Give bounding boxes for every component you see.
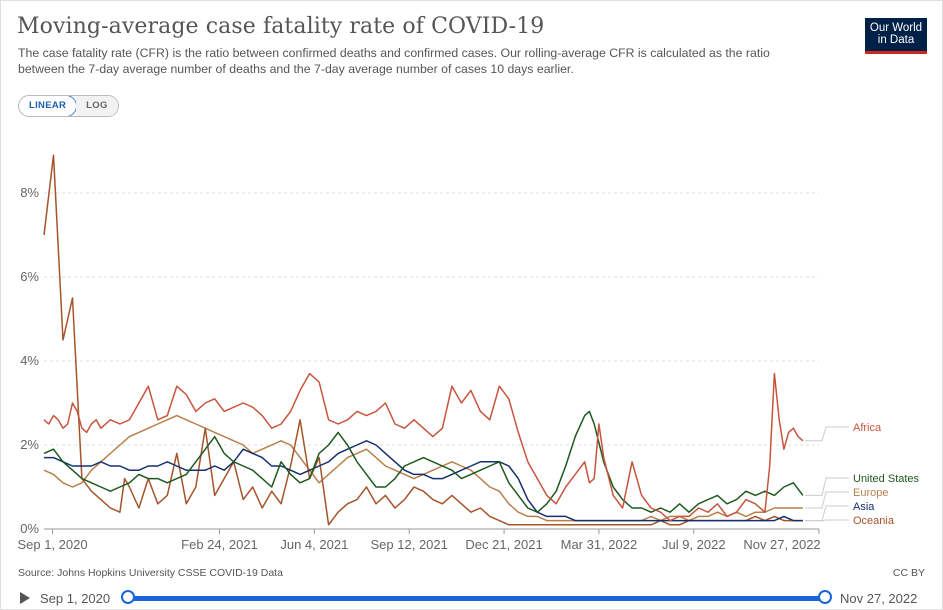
timeline-start-handle[interactable] — [121, 590, 135, 604]
y-tick-label: 0% — [20, 521, 39, 536]
label-connector — [804, 491, 849, 509]
y-tick-label: 8% — [20, 185, 39, 200]
timeline-end-label: Nov 27, 2022 — [840, 591, 918, 606]
line-chart: 0% 2% 4% 6% 8% Sep 1, 2020 Feb 24, 2021 Jun 4,… — [17, 154, 920, 552]
owid-logo[interactable]: Our World in Data — [865, 18, 927, 54]
series-line-asia[interactable] — [44, 440, 803, 522]
x-tick-label: Dec 21, 2021 — [465, 537, 542, 552]
label-connector — [804, 477, 849, 496]
chart-title: Moving-average case fatality rate of COV… — [17, 14, 545, 39]
logo-line-2: in Data — [877, 34, 915, 46]
timeline-end-handle[interactable] — [818, 590, 832, 604]
chart-subtitle: The case fatality rate (CFR) is the rati… — [18, 46, 770, 76]
y-tick-label: 6% — [20, 269, 39, 284]
series-lines — [43, 154, 804, 526]
label-connector — [804, 505, 849, 522]
scale-toggle: LINEAR LOG — [18, 95, 119, 117]
x-tick-label: Jul 9, 2022 — [662, 537, 726, 552]
y-tick-label: 2% — [20, 437, 39, 452]
logo-accent-bar — [865, 51, 927, 54]
x-tick-label: Jun 4, 2021 — [280, 537, 348, 552]
series-line-oceania[interactable] — [43, 154, 803, 526]
timeline: Sep 1, 2020 Nov 27, 2022 — [0, 588, 943, 610]
x-tick-label: Mar 31, 2022 — [561, 537, 638, 552]
gridlines — [44, 192, 819, 530]
x-tick-label: Sep 1, 2020 — [17, 537, 87, 552]
series-label-europe[interactable]: Europe — [853, 487, 888, 499]
timeline-start-label: Sep 1, 2020 — [40, 591, 111, 606]
logo-line-1: Our World — [869, 22, 923, 34]
x-tick-label: Sep 12, 2021 — [371, 537, 448, 552]
series-line-africa[interactable] — [43, 372, 804, 522]
series-label-africa[interactable]: Africa — [853, 422, 882, 434]
series-line-europe[interactable] — [43, 414, 803, 522]
x-tick-label: Nov 27, 2022 — [743, 537, 820, 552]
y-axis: 0% 2% 4% 6% 8% — [20, 185, 39, 536]
label-connector — [804, 426, 849, 442]
series-label-united-states[interactable]: United States — [853, 473, 920, 485]
y-tick-label: 4% — [20, 353, 39, 368]
series-label-asia[interactable]: Asia — [853, 501, 875, 513]
series-label-oceania[interactable]: Oceania — [853, 515, 895, 527]
log-scale-button[interactable]: LOG — [76, 96, 118, 116]
source-note[interactable]: Source: Johns Hopkins University CSSE CO… — [18, 567, 283, 579]
series-labels: Europe Oceania Asia United States Africa — [804, 422, 920, 527]
x-tick-label: Feb 24, 2021 — [181, 537, 258, 552]
series-line-united-states[interactable] — [43, 410, 804, 513]
license-label[interactable]: CC BY — [892, 567, 925, 579]
x-axis: Sep 1, 2020 Feb 24, 2021 Jun 4, 2021 Sep 12… — [17, 529, 821, 552]
play-icon[interactable] — [20, 592, 30, 604]
timeline-track[interactable] — [128, 596, 825, 601]
